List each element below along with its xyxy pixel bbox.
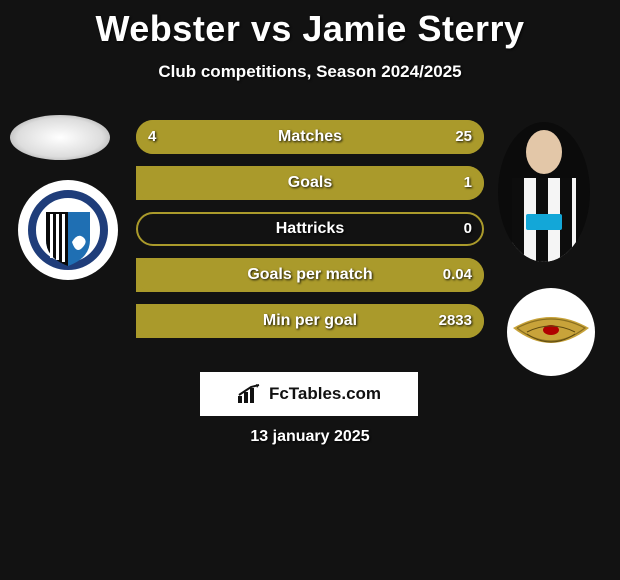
page-title: Webster vs Jamie Sterry (0, 0, 620, 50)
stat-label: Goals per match (136, 258, 484, 292)
stat-row-matches: 4 Matches 25 (136, 120, 484, 154)
stat-value-right: 2833 (439, 304, 472, 338)
stat-label: Hattricks (136, 212, 484, 246)
attribution-text: FcTables.com (269, 384, 381, 404)
stat-value-right: 1 (464, 166, 472, 200)
club-badge-right-svg (507, 288, 595, 376)
player-left-photo (10, 115, 110, 160)
stat-value-right: 0 (464, 212, 472, 246)
attribution-icon (237, 384, 263, 404)
club-badge-right (507, 288, 595, 376)
stat-label: Min per goal (136, 304, 484, 338)
stat-value-right: 25 (455, 120, 472, 154)
stat-row-min-per-goal: Min per goal 2833 (136, 304, 484, 338)
club-badge-left (18, 180, 118, 280)
attribution-badge: FcTables.com (200, 372, 418, 416)
stats-container: 4 Matches 25 Goals 1 Hattricks 0 Goals p… (136, 120, 484, 350)
stat-label: Goals (136, 166, 484, 200)
stat-row-goals-per-match: Goals per match 0.04 (136, 258, 484, 292)
stat-label: Matches (136, 120, 484, 154)
stat-row-goals: Goals 1 (136, 166, 484, 200)
player-right-jersey-svg (498, 122, 590, 262)
stat-row-hattricks: Hattricks 0 (136, 212, 484, 246)
club-badge-left-svg (18, 180, 118, 280)
stat-value-right: 0.04 (443, 258, 472, 292)
date-label: 13 january 2025 (0, 428, 620, 446)
subtitle: Club competitions, Season 2024/2025 (0, 62, 620, 82)
player-right-photo (498, 122, 590, 262)
